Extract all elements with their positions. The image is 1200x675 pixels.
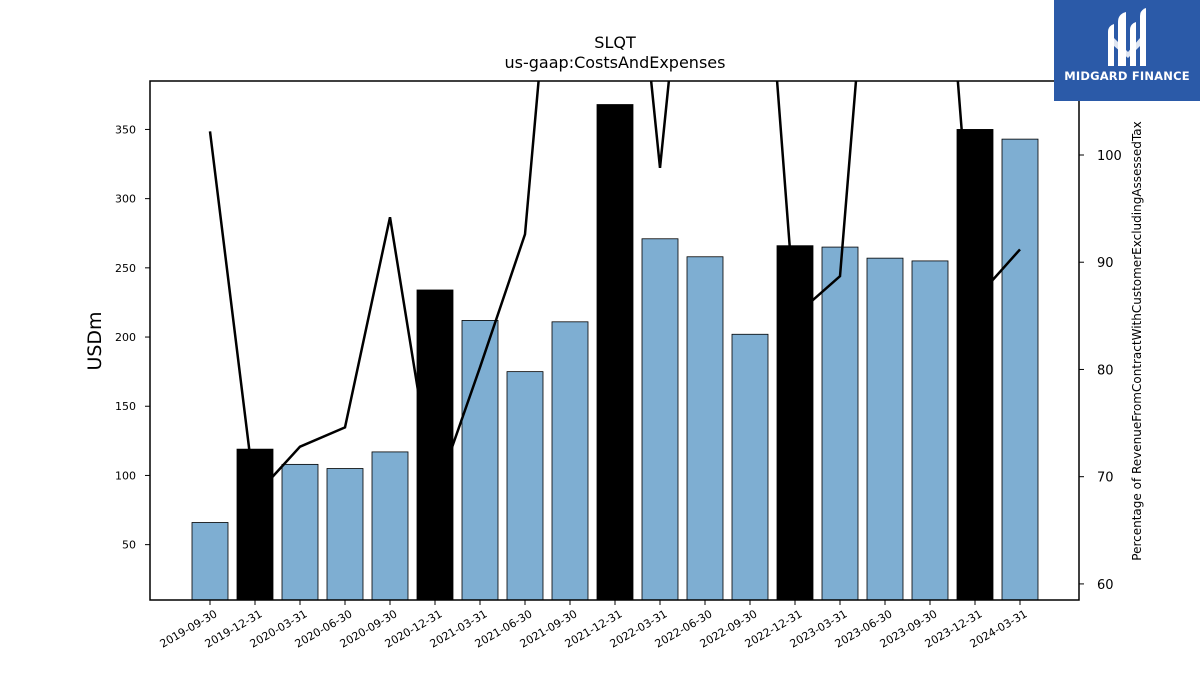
y-tick-label: 250 (115, 262, 136, 275)
bar-2023-12-31 (956, 129, 994, 601)
bar-2021-03-31 (461, 320, 499, 601)
y-tick-label: 200 (115, 331, 136, 344)
y-tick-label: 300 (115, 193, 136, 206)
chart-subtitle: us-gaap:CostsAndExpenses (505, 53, 726, 72)
line-series (208, 81, 1021, 499)
logo-text: MIDGARD FINANCE (1064, 69, 1190, 83)
bar-2020-06-30 (326, 468, 364, 601)
bar-2023-03-31 (821, 246, 859, 601)
bar-2024-03-31 (1001, 138, 1039, 601)
bar-2022-06-30 (686, 256, 724, 601)
y2-axis-label: Percentage of RevenueFromContractWithCus… (1130, 121, 1144, 560)
bar-2022-03-31 (641, 238, 679, 601)
y2-tick-label: 90 (1097, 256, 1114, 271)
bar-2023-06-30 (866, 257, 904, 601)
bar-2020-09-30 (371, 451, 409, 601)
bar-2021-06-30 (506, 371, 544, 601)
y-tick-label: 100 (115, 469, 136, 482)
bar-2021-12-31 (596, 104, 634, 601)
y-tick-label: 150 (115, 400, 136, 413)
chart-title: SLQT (594, 33, 636, 52)
y2-tick-label: 80 (1097, 363, 1114, 378)
bar-2023-09-30 (911, 260, 949, 601)
y2-tick-label: 70 (1097, 471, 1114, 486)
midgard-finance-logo: MIDGARD FINANCE (1054, 0, 1200, 101)
bar-2021-09-30 (551, 321, 589, 601)
bar-2019-09-30 (191, 522, 229, 601)
midgard-m-logo-icon (1108, 8, 1146, 66)
y-axis-label: USDm (84, 311, 106, 370)
bar-2022-12-31 (776, 245, 814, 601)
y2-tick-label: 60 (1097, 578, 1114, 593)
y2-tick-label: 100 (1097, 149, 1122, 164)
bar-2020-03-31 (281, 463, 319, 601)
bar-2019-12-31 (236, 448, 274, 601)
bar-2022-09-30 (731, 333, 769, 601)
y-tick-label: 350 (115, 123, 136, 136)
bar-2020-12-31 (416, 289, 454, 601)
y-tick-label: 50 (122, 539, 136, 552)
